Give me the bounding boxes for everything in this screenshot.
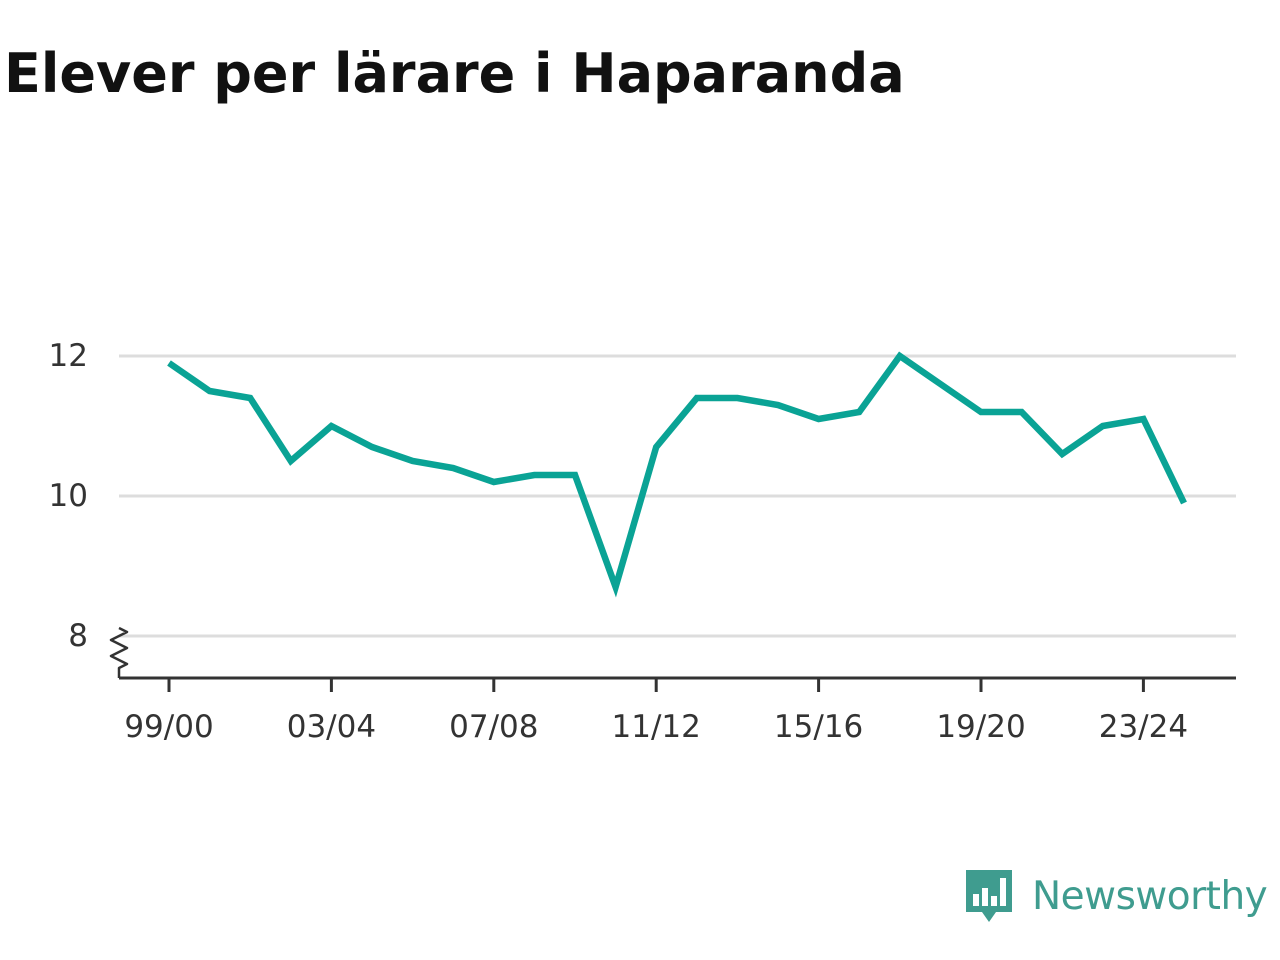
newsworthy-logo-icon	[966, 870, 1012, 922]
chart-title: Elever per lärare i Haparanda	[4, 42, 905, 105]
series-layer	[167, 351, 1187, 598]
x-tick-label: 11/12	[612, 709, 701, 745]
x-tick-label: 03/04	[287, 709, 376, 745]
y-axis: 8 10 12	[49, 338, 129, 678]
x-axis: 99/00 03/04 07/08 11/12 15/16 19/20 23/24	[119, 676, 1236, 745]
brand-logo: Newsworthy	[962, 864, 1268, 928]
y-tick-label: 12	[49, 338, 88, 374]
x-tick-label: 07/08	[449, 709, 538, 745]
y-tick-label: 8	[68, 618, 88, 654]
x-tick-label: 15/16	[774, 709, 863, 745]
brand-name: Newsworthy	[1032, 873, 1268, 919]
x-tick-label: 19/20	[936, 709, 1025, 745]
series-line-0	[167, 351, 1187, 598]
y-tick-label: 10	[49, 478, 88, 514]
x-tick-label: 99/00	[124, 709, 213, 745]
gridlines	[119, 354, 1236, 638]
axis-break-marker	[109, 626, 129, 678]
x-tick-label: 23/24	[1099, 709, 1188, 745]
